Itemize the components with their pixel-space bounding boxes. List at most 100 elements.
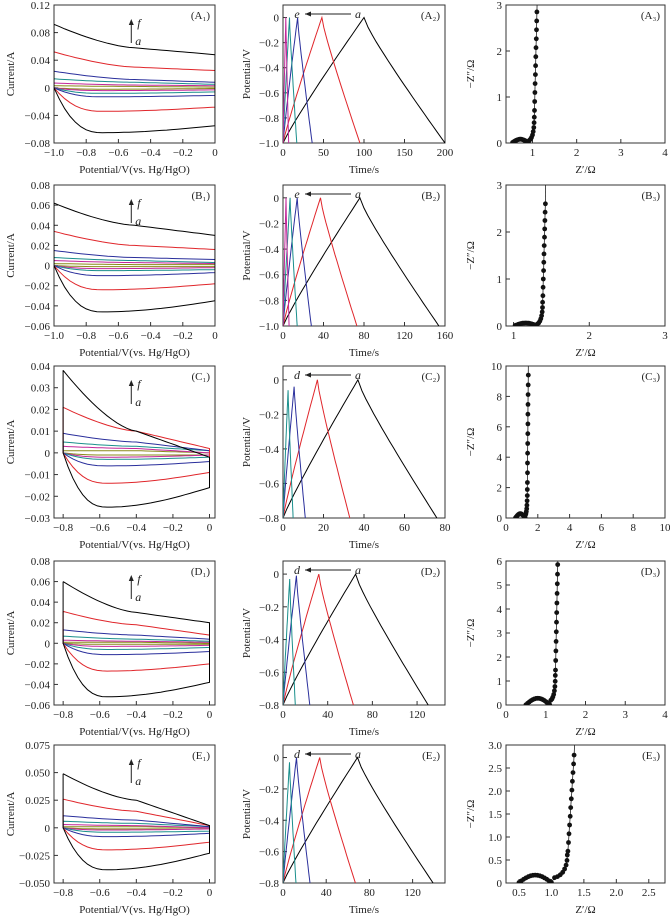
chart-panel-C2: 0 20 40 60 80 −0.8 −0.6 −0.4 −0.2 0 Time/s Potentia…	[241, 365, 451, 551]
arrow-left-icon	[305, 751, 311, 757]
y-tick-label: 0.01	[31, 426, 50, 438]
cv-curve-a	[62, 581, 210, 698]
nyquist-point	[549, 880, 554, 883]
y-tick-label: −0.2	[259, 38, 279, 50]
plot-frame	[282, 184, 446, 327]
nyquist-point	[530, 129, 536, 135]
y-axis-label: Current/A	[5, 52, 17, 97]
nyquist-point	[524, 506, 530, 512]
nyquist-point	[542, 209, 548, 215]
y-tick-label: −1.0	[259, 321, 279, 333]
y-tick-label: 0.04	[31, 55, 51, 67]
y-tick-label: −0.6	[259, 478, 279, 490]
nyquist-point	[565, 848, 571, 854]
x-tick-label: 1	[530, 147, 536, 159]
y-axis-label: Potential/V	[241, 49, 253, 99]
y-tick-label: 6	[497, 422, 503, 434]
nyquist-point	[570, 778, 575, 784]
y-tick-label: 0	[45, 638, 51, 650]
chart-panel-D2: 0 40 80 120 −0.8 −0.6 −0.4 −0.2 0 Time/s Potential…	[241, 560, 446, 738]
x-tick-label: 0	[280, 147, 286, 159]
x-tick-label: 0	[207, 709, 213, 721]
nyquist-point	[525, 382, 531, 388]
nyquist-point	[569, 787, 575, 793]
nyquist-point	[543, 201, 548, 207]
y-axis-label: −Z″/Ω	[465, 800, 477, 829]
y-tick-label: 1.5	[488, 809, 502, 821]
annotation-right: a	[355, 187, 361, 201]
x-tick-label: −0.6	[108, 330, 128, 342]
y-tick-label: 1	[497, 676, 503, 688]
y-tick-label: −0.04	[25, 301, 51, 313]
y-tick-label: −0.4	[259, 63, 279, 75]
nyquist-point	[566, 840, 571, 845]
nyquist-point	[524, 498, 530, 504]
y-tick-label: 10	[491, 361, 503, 373]
cv-curve-f	[54, 85, 215, 90]
x-tick-label: −1.0	[44, 330, 64, 342]
chart-panel-C1: −0.8 −0.6 −0.4 −0.2 0 −0.03 −0.02 −0.01 0 0.01 0.0…	[5, 361, 216, 551]
x-tick-label: 0.5	[512, 887, 526, 899]
y-tick-label: 4	[497, 452, 503, 464]
y-tick-label: 3.0	[488, 740, 502, 752]
x-tick-label: 2	[587, 330, 593, 342]
x-tick-label: 6	[599, 522, 605, 534]
y-axis-label: Potential/V	[241, 608, 253, 658]
gcd-curve-c	[283, 575, 311, 705]
y-tick-label: 0.12	[31, 0, 50, 12]
x-axis-label: Time/s	[349, 726, 379, 738]
plot-area	[510, 5, 540, 143]
y-axis-label: Current/A	[5, 611, 17, 656]
x-tick-label: 8	[630, 522, 636, 534]
x-tick-label: −0.6	[90, 887, 110, 899]
cv-curve-b	[54, 51, 215, 112]
chart-panel-A1: −1.0 −0.8 −0.6 −0.4 −0.2 0 −0.08 −0.04 0 0.04 0.08…	[5, 0, 218, 176]
chart-panel-E1: −0.8 −0.6 −0.4 −0.2 0 −0.050 −0.025 0 0.025 0.050…	[5, 740, 216, 916]
x-tick-label: 120	[396, 330, 413, 342]
plot-frame	[53, 365, 216, 519]
cv-curve-a	[62, 369, 210, 508]
x-tick-label: −0.6	[90, 709, 110, 721]
panel-label: (E₁)	[192, 750, 210, 762]
y-tick-label: 0	[497, 700, 503, 712]
x-tick-label: 0	[280, 522, 286, 534]
nyquist-point	[532, 90, 538, 95]
y-tick-label: −0.4	[259, 635, 279, 647]
nyquist-point	[567, 822, 572, 828]
x-axis-label: Time/s	[349, 539, 379, 551]
x-tick-label: 1	[511, 330, 517, 342]
plot-area	[283, 196, 440, 326]
nyquist-point	[540, 284, 546, 290]
gcd-curve-d	[283, 197, 298, 326]
annotation-left: e	[294, 187, 300, 201]
annotation-f: f	[137, 196, 142, 210]
plot-frame	[505, 365, 666, 519]
nyquist-point	[552, 678, 558, 684]
panel-label: (C₁)	[192, 371, 211, 383]
nyquist-point	[568, 805, 574, 810]
nyquist-point	[542, 226, 548, 232]
plot-frame	[282, 365, 446, 519]
y-tick-label: 3	[497, 0, 503, 12]
plot-area	[54, 202, 215, 313]
nyquist-point	[533, 45, 539, 51]
nyquist-point	[568, 796, 574, 802]
nyquist-point	[531, 120, 537, 126]
y-tick-label: 0.06	[31, 200, 51, 212]
arrow-left-icon	[305, 11, 311, 17]
nyquist-point	[524, 487, 530, 492]
annotation-f: f	[137, 572, 142, 586]
nyquist-line	[525, 564, 559, 705]
chart-panel-E2: 0 40 80 120 −0.8 −0.6 −0.4 −0.2 0 Time/s Potential…	[241, 744, 446, 916]
x-tick-label: 120	[409, 709, 426, 721]
y-tick-label: 0.04	[31, 220, 51, 232]
x-tick-label: −0.8	[76, 147, 96, 159]
y-tick-label: −0.8	[259, 295, 279, 307]
x-tick-label: 60	[399, 522, 411, 534]
y-tick-label: 0.02	[31, 618, 50, 630]
plot-area	[512, 185, 548, 326]
nyquist-point	[542, 234, 547, 240]
nyquist-point	[525, 441, 531, 446]
nyquist-point	[534, 18, 540, 24]
annotation-f: f	[137, 756, 142, 770]
